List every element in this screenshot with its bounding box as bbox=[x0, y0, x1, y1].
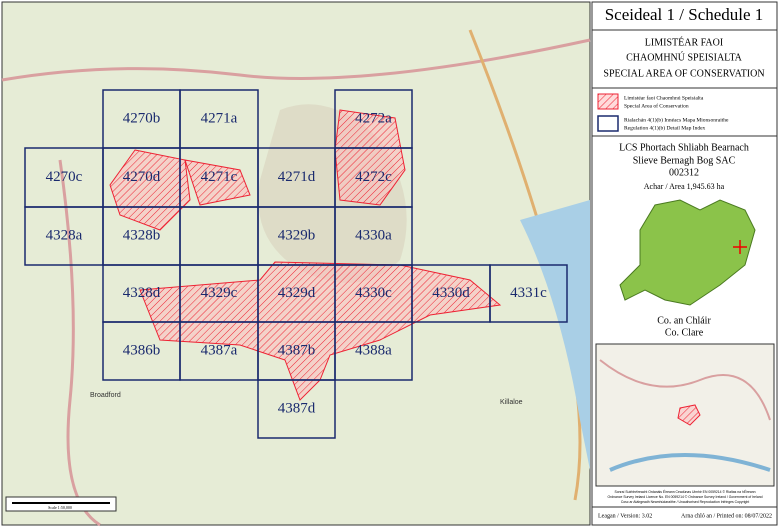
locator-sac bbox=[677, 404, 701, 426]
grid-label: 4271a bbox=[201, 110, 238, 126]
grid-label: 4330c bbox=[355, 285, 392, 301]
grid-label: 4328b bbox=[123, 227, 161, 243]
heading: CHAOMHNÚ SPEISIALTA bbox=[626, 51, 743, 63]
legend-swatch bbox=[597, 115, 619, 132]
grid-label: 4272c bbox=[355, 169, 392, 185]
grid-label: 4270b bbox=[123, 110, 161, 126]
grid-label: 4328d bbox=[123, 285, 161, 301]
grid-label: 4331c bbox=[510, 285, 547, 301]
map-frame: Scale 1:50,000 Broadford Killaloe 4270b 4… bbox=[1, 1, 591, 527]
grid-label: 4329c bbox=[201, 285, 238, 301]
grid-label: 4328a bbox=[46, 227, 83, 243]
site-name: LCS Phortach Shliabh Bearnach bbox=[619, 142, 749, 153]
copyright: Sonraí Suirbhéireacht Ordanáis Éireann C… bbox=[614, 489, 755, 494]
county-name: Co. Clare bbox=[665, 327, 704, 338]
river bbox=[609, 453, 771, 472]
place-label: Broadford bbox=[90, 392, 121, 399]
grid-cell bbox=[489, 264, 568, 323]
legend-label: Rialachán 4(1)(b) Innéacs Mapa Mionsonra… bbox=[624, 116, 729, 123]
legend-label: Regulation 4(1)(b) Detail Map Index bbox=[624, 124, 706, 131]
scale-text: Scale 1:50,000 bbox=[48, 505, 72, 511]
grid-label: 4330a bbox=[355, 227, 392, 243]
heading: LIMISTÉAR FAOI bbox=[645, 36, 723, 48]
place-label: Killaloe bbox=[500, 399, 523, 406]
heading: SPECIAL AREA OF CONSERVATION bbox=[603, 68, 764, 79]
road bbox=[599, 359, 771, 421]
site-area: Achar / Area 1,945.63 ha bbox=[644, 182, 725, 191]
grid-label: 4387d bbox=[278, 400, 316, 416]
copyright: Ordnance Survey Ireland Licence No. EN 0… bbox=[608, 495, 763, 499]
county-name: Co. an Chláir bbox=[657, 315, 711, 326]
grid-label: 4329d bbox=[278, 285, 316, 301]
grid-label: 4387a bbox=[201, 342, 238, 358]
panel-title: Sceideal 1 / Schedule 1 bbox=[605, 5, 764, 24]
lake bbox=[520, 200, 590, 470]
legend-label: Limistéar faoi Chaomhnú Speisialta bbox=[624, 94, 704, 101]
grid-cell bbox=[257, 379, 336, 439]
grid-label: 4386b bbox=[123, 342, 161, 358]
grid-label: 4330d bbox=[432, 285, 470, 301]
grid-label: 4270c bbox=[46, 169, 83, 185]
grid-label: 4329b bbox=[278, 227, 316, 243]
grid-label: 4387b bbox=[278, 342, 316, 358]
grid-cell bbox=[334, 321, 413, 381]
site-name: Slieve Bernagh Bog SAC bbox=[633, 155, 736, 166]
road bbox=[1, 38, 591, 82]
county-outline bbox=[619, 199, 756, 306]
grid-label: 4271d bbox=[278, 169, 316, 185]
sac-area bbox=[184, 159, 251, 206]
sac-area bbox=[139, 261, 502, 401]
side-panel: Sceideal 1 / Schedule 1 LIMISTÉAR FAOI C… bbox=[591, 1, 778, 526]
site-code: 002312 bbox=[669, 167, 699, 178]
grid-label: 4272a bbox=[355, 110, 392, 126]
grid-label: 4270d bbox=[123, 169, 161, 185]
copyright: Cosc ar Atáirgeadh Neamhúdaraithe / Unau… bbox=[621, 500, 749, 504]
legend-label: Special Area of Conservation bbox=[624, 102, 689, 109]
printed-date: Arna chló an / Printed on: 08/07/2022 bbox=[681, 513, 772, 519]
grid-label: 4388a bbox=[355, 342, 392, 358]
version: Leagan / Version: 3.02 bbox=[598, 513, 652, 519]
legend-swatch bbox=[597, 93, 619, 110]
grid-label: 4271c bbox=[201, 169, 238, 185]
